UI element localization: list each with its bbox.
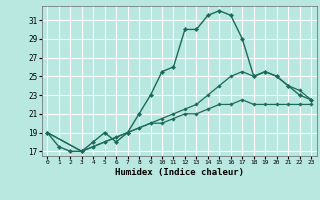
X-axis label: Humidex (Indice chaleur): Humidex (Indice chaleur) bbox=[115, 168, 244, 177]
